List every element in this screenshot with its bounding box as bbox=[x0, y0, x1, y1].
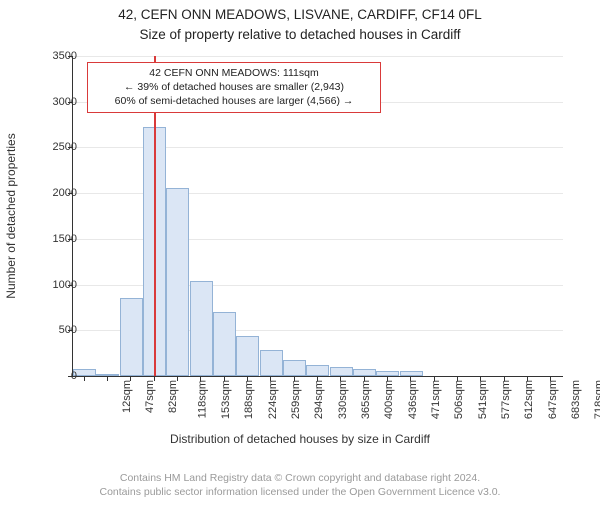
bar bbox=[213, 312, 236, 376]
x-tick-label: 153sqm bbox=[220, 380, 232, 419]
x-tick-label: 259sqm bbox=[290, 380, 302, 419]
x-tick-label: 12sqm bbox=[121, 380, 133, 413]
x-tick-label: 118sqm bbox=[196, 380, 208, 418]
x-tick-label: 506sqm bbox=[453, 380, 465, 419]
bar bbox=[330, 367, 353, 376]
bar bbox=[190, 281, 213, 376]
x-tick-label: 577sqm bbox=[500, 380, 512, 419]
y-tick-label: 1500 bbox=[53, 233, 77, 245]
footer-line2: Contains public sector information licen… bbox=[0, 485, 600, 500]
y-tick-label: 3500 bbox=[53, 50, 77, 62]
bar bbox=[260, 350, 283, 376]
y-tick-label: 2000 bbox=[53, 187, 77, 199]
bar bbox=[306, 365, 329, 376]
y-tick-label: 3000 bbox=[53, 96, 77, 108]
x-tick-label: 188sqm bbox=[243, 380, 255, 419]
x-tick-label: 612sqm bbox=[523, 380, 535, 419]
annotation-line3: 60% of semi-detached houses are larger (… bbox=[94, 94, 374, 108]
x-tick-label: 436sqm bbox=[407, 380, 419, 419]
x-tick-label: 400sqm bbox=[383, 380, 395, 419]
y-tick-label: 500 bbox=[59, 324, 77, 336]
annotation-box: 42 CEFN ONN MEADOWS: 111sqm ← 39% of det… bbox=[87, 62, 381, 113]
x-tick-label: 365sqm bbox=[360, 380, 372, 419]
y-tick-label: 0 bbox=[71, 370, 77, 382]
footer: Contains HM Land Registry data © Crown c… bbox=[0, 471, 600, 500]
footer-line1: Contains HM Land Registry data © Crown c… bbox=[0, 471, 600, 486]
bar bbox=[236, 336, 259, 376]
bar bbox=[283, 360, 306, 376]
bar bbox=[353, 369, 376, 376]
plot-area: 42 CEFN ONN MEADOWS: 111sqm ← 39% of det… bbox=[72, 56, 563, 377]
x-tick-label: 647sqm bbox=[547, 380, 559, 419]
y-tick-label: 1000 bbox=[53, 279, 77, 291]
bar bbox=[120, 298, 143, 376]
chart-title-line1: 42, CEFN ONN MEADOWS, LISVANE, CARDIFF, … bbox=[0, 6, 600, 24]
x-tick-label: 718sqm bbox=[593, 380, 600, 419]
bar bbox=[166, 188, 189, 376]
x-tick-label: 330sqm bbox=[337, 380, 349, 419]
x-tick-label: 224sqm bbox=[267, 380, 279, 419]
x-tick-label: 683sqm bbox=[570, 380, 582, 419]
y-tick-label: 2500 bbox=[53, 141, 77, 153]
chart-container: 42, CEFN ONN MEADOWS, LISVANE, CARDIFF, … bbox=[0, 6, 600, 506]
x-tick-label: 471sqm bbox=[430, 380, 442, 419]
x-axis-label: Distribution of detached houses by size … bbox=[0, 432, 600, 446]
y-axis-label: Number of detached properties bbox=[4, 133, 18, 298]
x-tick-label: 82sqm bbox=[167, 380, 179, 413]
x-tick-label: 294sqm bbox=[313, 380, 325, 419]
annotation-line1: 42 CEFN ONN MEADOWS: 111sqm bbox=[94, 66, 374, 80]
x-tick-label: 47sqm bbox=[144, 380, 156, 413]
x-tick-label: 541sqm bbox=[477, 380, 489, 419]
chart-title-line2: Size of property relative to detached ho… bbox=[0, 26, 600, 44]
annotation-line2: ← 39% of detached houses are smaller (2,… bbox=[94, 80, 374, 94]
